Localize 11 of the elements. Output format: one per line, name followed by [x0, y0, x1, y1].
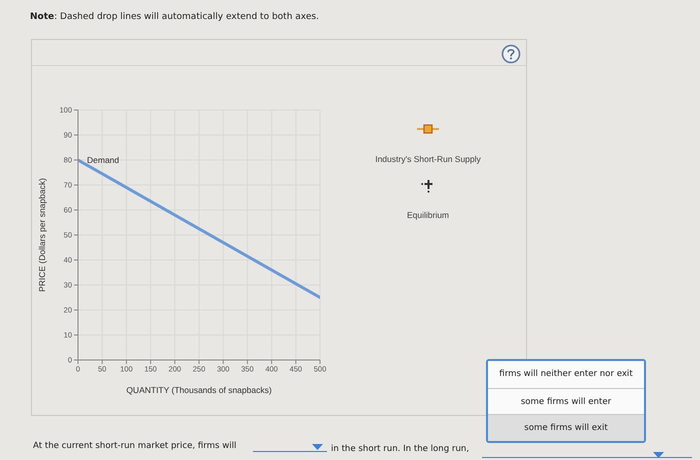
text: At the current short-run market price, firms will [33, 440, 236, 452]
dropdown-option: some firms will enter [488, 388, 644, 414]
y-axis-title: PRICE (Dollars per snapback) [37, 178, 48, 292]
text: Note: Dashed drop lines will automatically extend to both axes. [30, 11, 319, 23]
text: Industry's Short-Run Supply [374, 153, 482, 165]
series-label: Demand [87, 155, 120, 165]
dropdown-option: some firms will exit [488, 414, 644, 441]
text: in the short run. In the long run, [331, 443, 470, 455]
text: Equilibrium [406, 209, 450, 221]
x-axis-title: QUANTITY (Thousands of snapbacks) [126, 385, 272, 395]
dropdown-option: firms will neither enter nor exit [488, 361, 644, 388]
